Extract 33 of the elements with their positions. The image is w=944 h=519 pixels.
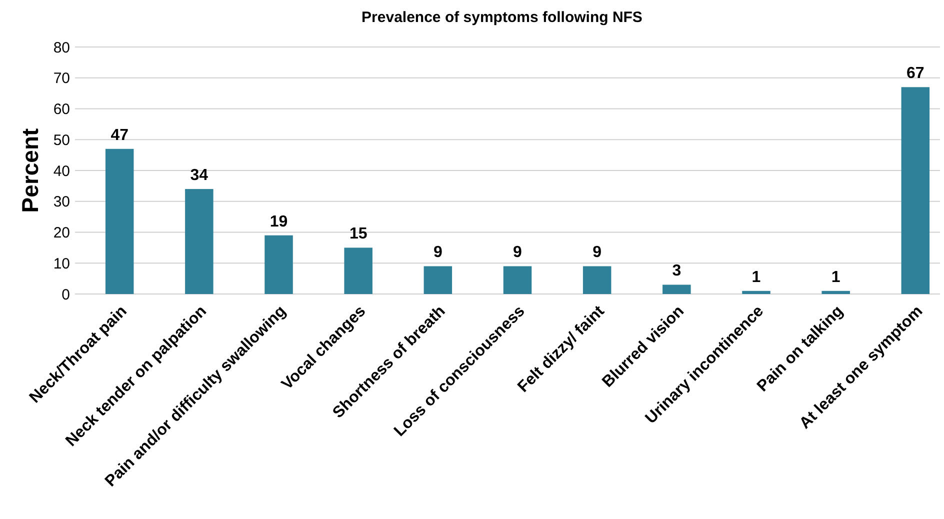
bar [901,87,930,294]
y-tick-label: 40 [53,162,70,180]
y-tick-label: 20 [53,224,70,242]
y-tick-label: 0 [62,286,70,304]
y-tick-label: 50 [53,132,70,149]
y-tick-label: 70 [53,70,70,88]
bar [185,189,214,294]
data-label: 19 [270,213,288,230]
y-axis-title: Percent [17,128,43,213]
bar [503,266,532,294]
y-tick-label: 30 [53,194,70,211]
data-label: 47 [110,126,129,144]
y-tick-label: 10 [53,255,70,272]
y-tick-label: 60 [53,101,70,118]
y-tick-label: 80 [53,39,70,56]
data-label: 9 [433,244,442,262]
bar [822,290,850,294]
data-label: 9 [592,244,602,262]
data-label: 1 [752,268,761,286]
data-label: 15 [349,226,368,243]
bar [662,284,691,294]
bar [105,148,134,294]
bar [582,266,612,294]
data-label: 3 [672,262,682,280]
data-label: 67 [906,65,924,82]
data-label: 9 [513,244,522,262]
bar [742,290,770,294]
data-label: 34 [190,167,208,184]
bar [264,235,293,294]
chart-title: Prevalence of symptoms following NFS [362,9,642,26]
data-label: 1 [831,268,840,286]
bar [424,266,452,294]
bar [344,248,372,294]
